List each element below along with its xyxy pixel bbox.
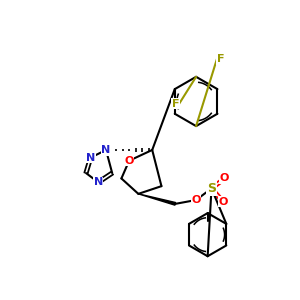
Text: O: O bbox=[220, 173, 229, 184]
Text: F: F bbox=[217, 54, 224, 64]
Polygon shape bbox=[138, 194, 176, 205]
Text: N: N bbox=[94, 177, 103, 187]
Text: O: O bbox=[218, 196, 228, 206]
Text: S: S bbox=[207, 182, 216, 195]
Text: N: N bbox=[101, 145, 111, 155]
Text: O: O bbox=[124, 156, 134, 166]
Text: F: F bbox=[172, 99, 179, 109]
Text: O: O bbox=[191, 195, 201, 205]
Text: N: N bbox=[86, 153, 95, 163]
